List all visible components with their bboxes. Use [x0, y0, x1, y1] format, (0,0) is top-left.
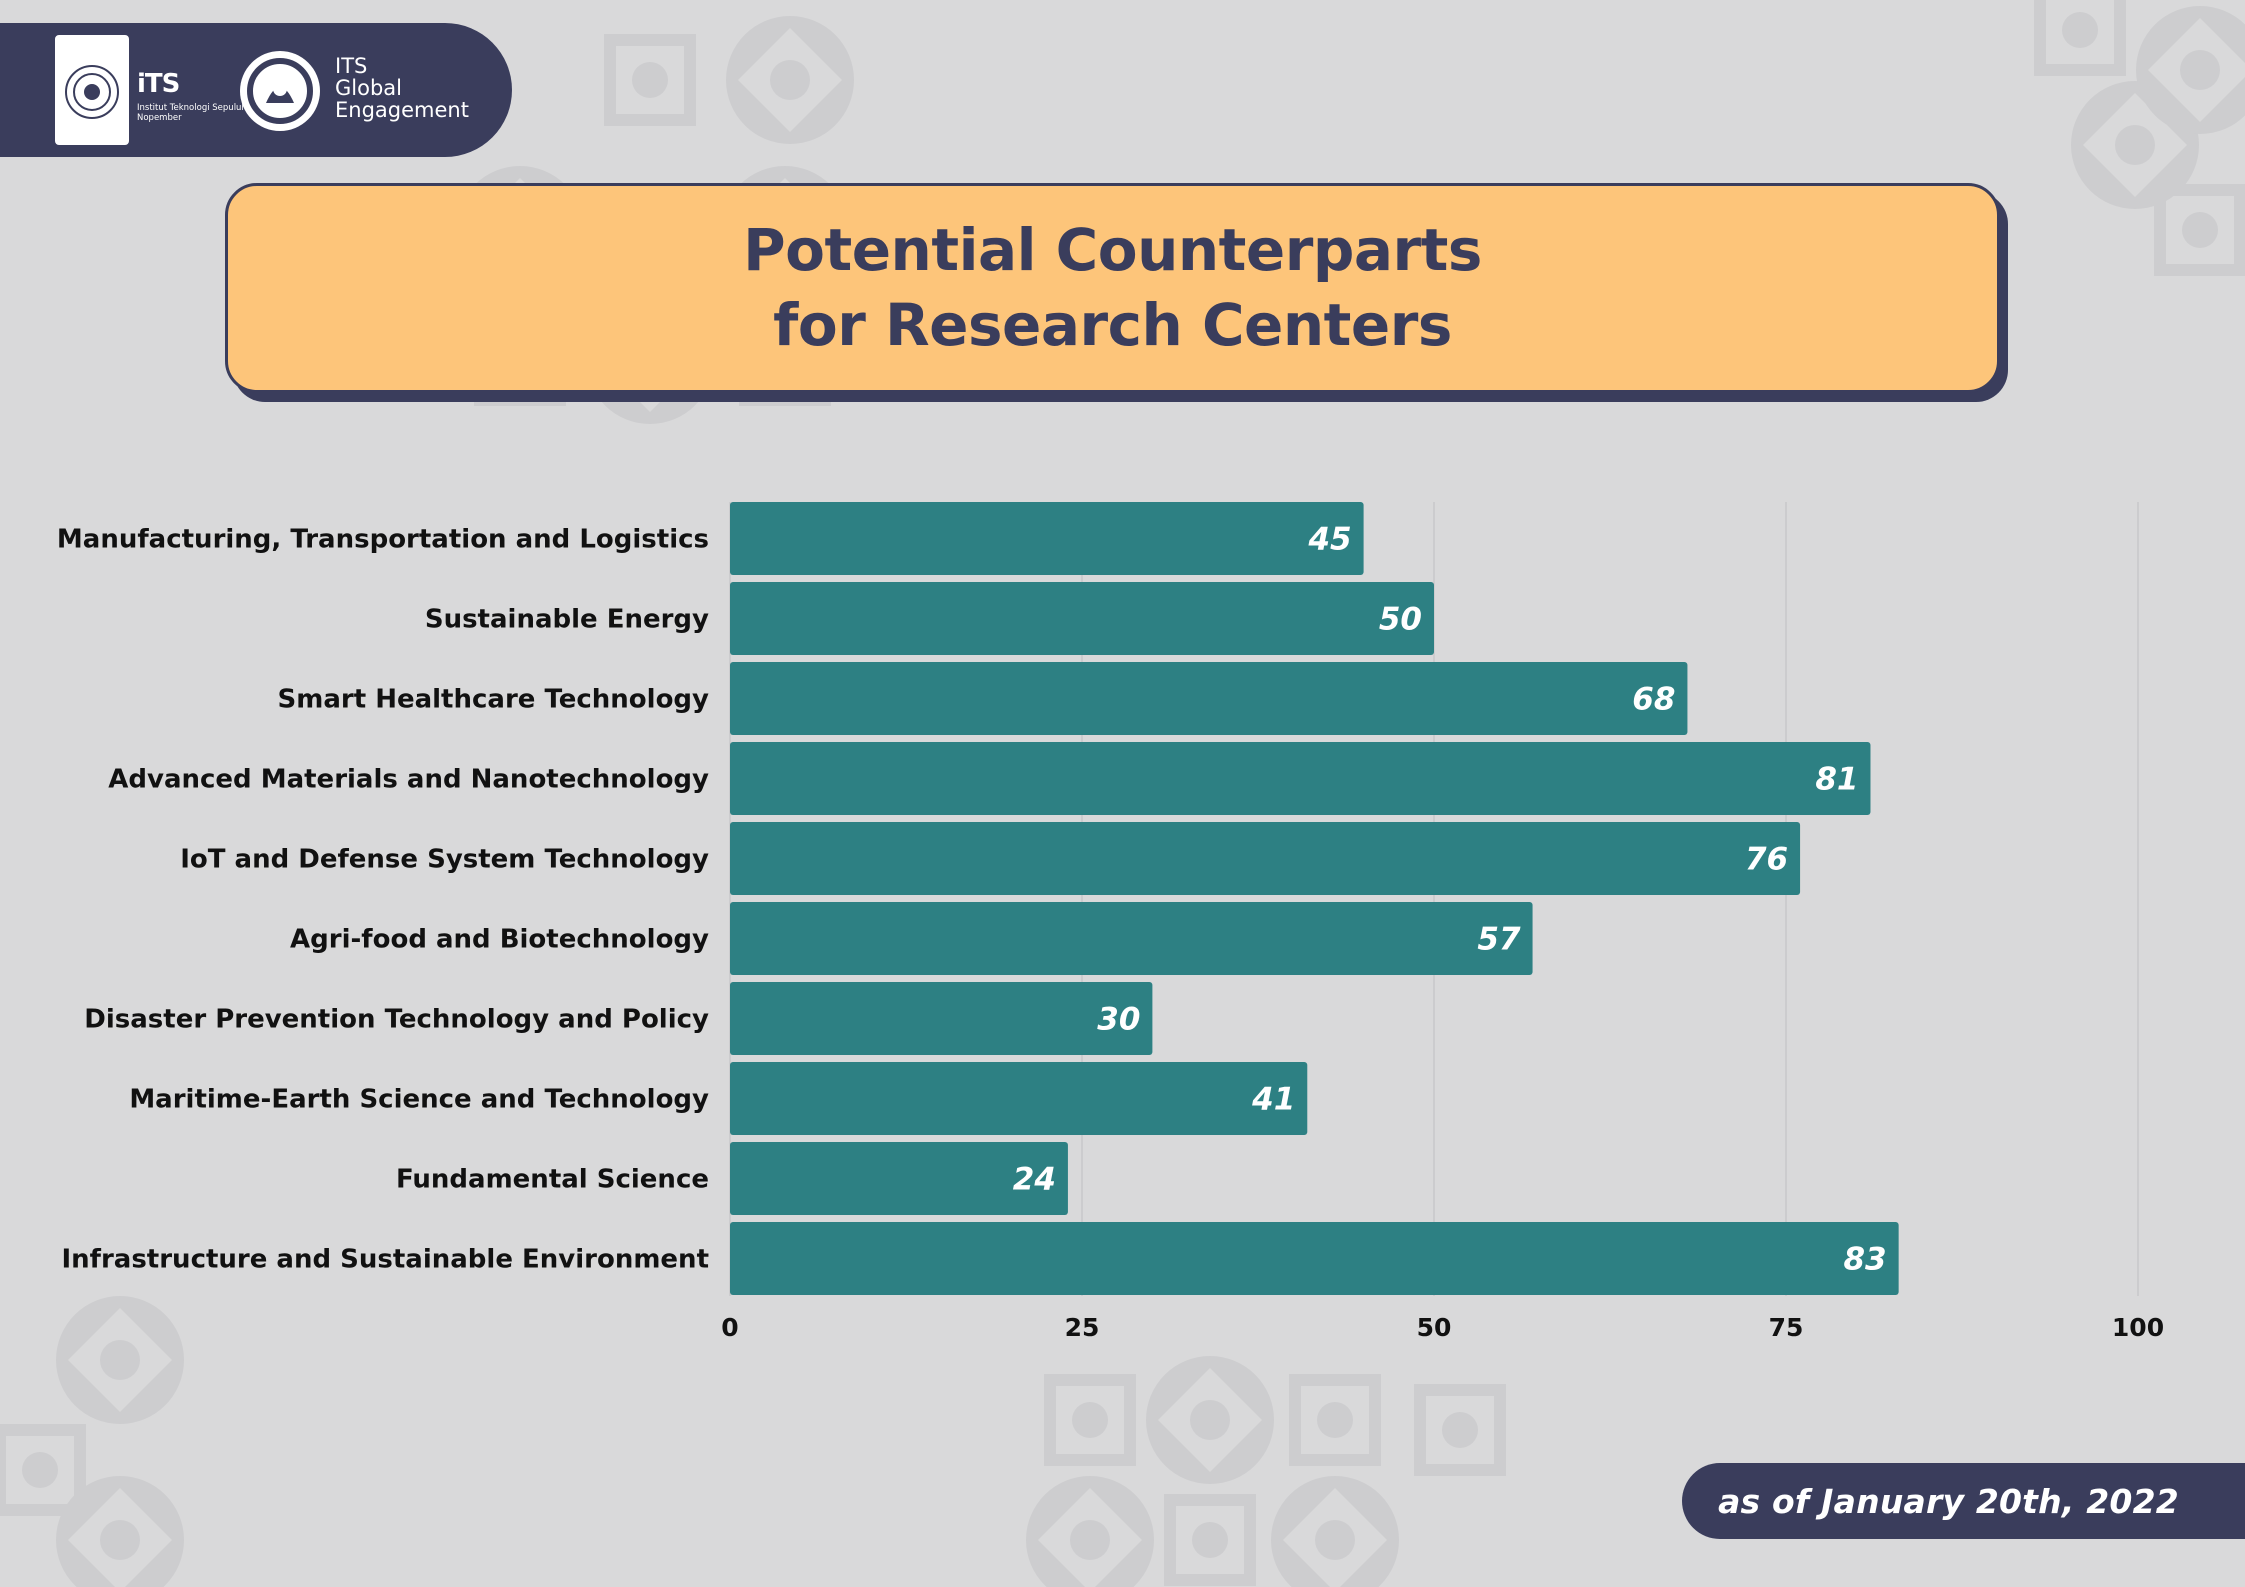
bar-value-label: 76 — [1745, 842, 1788, 878]
title-line-2: for Research Centers — [773, 291, 1452, 359]
its-emblem-icon — [65, 65, 119, 119]
category-label: Infrastructure and Sustainable Environme… — [61, 1245, 709, 1275]
bar — [730, 742, 1871, 815]
bar-value-label: 68 — [1632, 682, 1675, 718]
global-engagement-logo — [240, 51, 320, 131]
bar — [730, 982, 1153, 1055]
bar — [730, 502, 1364, 575]
pattern-motif — [726, 16, 854, 144]
category-label: IoT and Defense System Technology — [180, 845, 709, 875]
pattern-motif — [1164, 1494, 1256, 1586]
bar-value-label: 41 — [1251, 1082, 1295, 1118]
pattern-motif — [1044, 1374, 1136, 1466]
pattern-motif — [56, 1296, 184, 1424]
category-label: Sustainable Energy — [425, 605, 709, 635]
its-subtitle: Institut Teknologi Sepuluh Nopember — [137, 103, 247, 123]
category-label: Smart Healthcare Technology — [278, 685, 710, 715]
x-tick-label: 25 — [1065, 1313, 1100, 1342]
ge-line-2: Global — [335, 76, 402, 100]
its-wordmark: iTS — [137, 69, 180, 99]
pattern-motif — [2136, 6, 2245, 134]
bar — [730, 662, 1688, 735]
bar-value-label: 81 — [1815, 762, 1858, 798]
bar-value-label: 24 — [1013, 1162, 1056, 1198]
pattern-motif — [0, 1424, 86, 1516]
x-tick-label: 50 — [1417, 1313, 1452, 1342]
bar — [730, 1142, 1068, 1215]
title-banner: Potential Counterparts for Research Cent… — [225, 183, 2000, 393]
title-line-1: Potential Counterparts — [743, 216, 1482, 284]
logo-header: iTS Institut Teknologi Sepuluh Nopember … — [0, 23, 512, 157]
bar-value-label: 30 — [1097, 1002, 1140, 1038]
global-engagement-text: ITS Global Engagement — [335, 55, 469, 121]
global-engagement-icon — [247, 58, 313, 124]
ge-line-1: ITS — [335, 54, 368, 78]
bar-value-label: 83 — [1843, 1242, 1886, 1278]
bar — [730, 902, 1533, 975]
category-label: Advanced Materials and Nanotechnology — [108, 765, 709, 795]
pattern-motif — [56, 1476, 184, 1587]
pattern-motif — [2034, 0, 2126, 76]
bar — [730, 582, 1434, 655]
category-label: Manufacturing, Transportation and Logist… — [57, 525, 709, 555]
pattern-motif — [1289, 1374, 1381, 1466]
category-label: Fundamental Science — [396, 1165, 709, 1195]
date-text: as of January 20th, 2022 — [1718, 1481, 2179, 1521]
x-tick-label: 100 — [2112, 1313, 2164, 1342]
category-label: Agri-food and Biotechnology — [290, 925, 709, 955]
its-logo — [55, 35, 129, 145]
bar-value-label: 45 — [1307, 522, 1351, 558]
category-label: Disaster Prevention Technology and Polic… — [84, 1005, 709, 1035]
pattern-motif — [1414, 1384, 1506, 1476]
bar — [730, 822, 1801, 895]
ge-line-3: Engagement — [335, 98, 469, 122]
category-label: Maritime-Earth Science and Technology — [129, 1085, 709, 1115]
pattern-motif — [2154, 184, 2245, 276]
pattern-motif — [604, 34, 696, 126]
pattern-motif — [1026, 1476, 1154, 1587]
pattern-motif — [1271, 1476, 1399, 1587]
bar-chart: 0 25 50 75 100 45 Manufacturing, Transportatio… — [57, 502, 2164, 1342]
bar-value-label: 50 — [1379, 602, 1422, 638]
bar-value-label: 57 — [1477, 922, 1521, 958]
bar — [730, 1062, 1308, 1135]
x-tick-label: 75 — [1769, 1313, 1804, 1342]
pattern-motif — [1146, 1356, 1274, 1484]
bar — [730, 1222, 1899, 1295]
x-tick-label: 0 — [721, 1313, 738, 1342]
date-badge: as of January 20th, 2022 — [1682, 1463, 2245, 1539]
